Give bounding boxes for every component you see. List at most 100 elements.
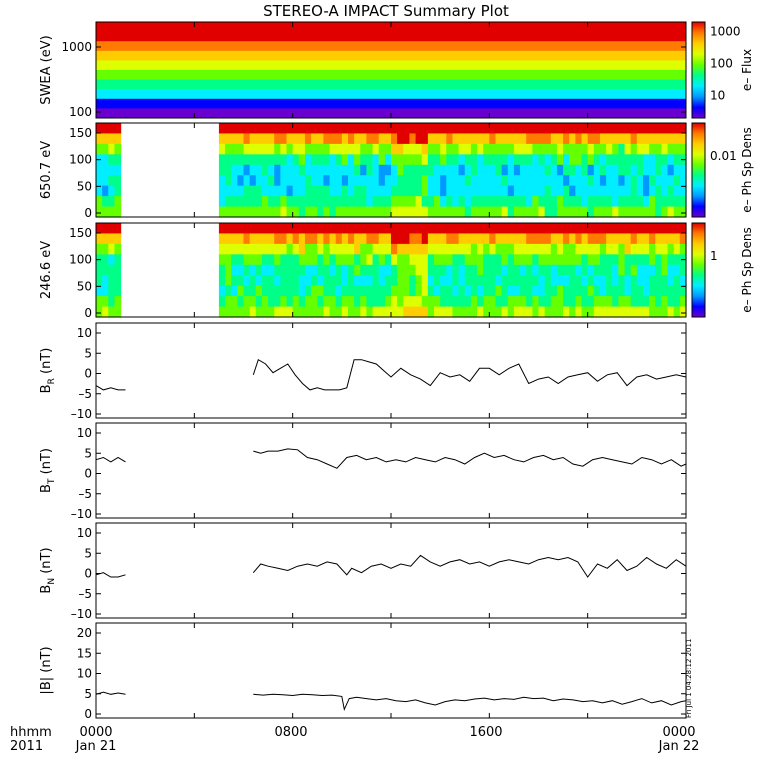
pad_650-heatmap-cell	[667, 196, 675, 208]
pad_246-heatmap-cell	[470, 306, 478, 318]
pad_246-heatmap-cell	[446, 264, 454, 276]
pad_650-heatmap-cell	[526, 175, 533, 187]
pad_246-heatmap-cell	[218, 233, 226, 245]
pad_246-heatmap-cell	[513, 275, 521, 287]
pad_650-heatmap-cell	[507, 133, 515, 145]
br-series-line	[95, 385, 126, 391]
pad_246-heatmap-cell	[311, 264, 318, 276]
pad_650-heatmap-cell	[624, 175, 632, 187]
pad_650-heatmap-cell	[317, 154, 324, 166]
pad_650-heatmap-cell	[96, 133, 103, 145]
pad_246-heatmap-cell	[261, 223, 269, 235]
pad_650-heatmap-cell	[532, 154, 540, 166]
pad_246-heatmap-cell	[593, 275, 601, 287]
pad_650-heatmap-cell	[268, 175, 275, 187]
pad_650-heatmap-cell	[458, 175, 466, 187]
pad_650-heatmap-cell	[489, 143, 497, 155]
pad_650-heatmap-cell	[341, 164, 349, 176]
pad_246-heatmap-cell	[237, 296, 245, 308]
pad_650-heatmap-cell	[470, 164, 478, 176]
pad_650-heatmap-cell	[630, 164, 638, 176]
pad_246-heatmap-cell	[366, 233, 374, 245]
pad_246-heatmap-cell	[575, 264, 583, 276]
pad_246-heatmap-cell	[673, 264, 681, 276]
pad_246-heatmap-cell	[636, 306, 644, 318]
pad_246-heatmap-cell	[612, 275, 619, 287]
pad_650-heatmap-cell	[446, 175, 454, 187]
pad_246-heatmap-cell	[384, 296, 392, 308]
pad_650-heatmap-cell	[391, 185, 398, 197]
pad_650-heatmap-cell	[649, 164, 656, 176]
pad_246-heatmap-cell	[341, 223, 349, 235]
pad_650-heatmap-cell	[520, 154, 527, 166]
pad_246-heatmap-cell	[292, 296, 300, 308]
pad_246-heatmap-cell	[384, 233, 392, 245]
pad_650-heatmap-cell	[335, 164, 343, 176]
pad_246-heatmap-cell	[434, 243, 441, 255]
pad_650-heatmap-cell	[102, 206, 109, 218]
pad_246-heatmap-cell	[599, 254, 607, 266]
pad_650-heatmap-cell	[341, 133, 349, 145]
pad_650-heatmap-cell	[636, 133, 644, 145]
pad_650-heatmap-cell	[477, 143, 484, 155]
pad_246-heatmap-cell	[274, 275, 281, 287]
pad_650-heatmap-cell	[397, 123, 404, 135]
pad_650-heatmap-cell	[612, 164, 619, 176]
pad_246-heatmap-cell	[311, 254, 318, 266]
pad_650-heatmap-cell	[286, 196, 294, 208]
pad_650-heatmap-cell	[218, 185, 226, 197]
pad_246-heatmap-cell	[384, 254, 392, 266]
pad_246-heatmap-cell	[655, 275, 663, 287]
pad_650-heatmap-cell	[114, 133, 122, 145]
pad_650-heatmap-cell	[378, 175, 386, 187]
pad_246-heatmap-cell	[538, 223, 546, 235]
pad_246-heatmap-cell	[415, 285, 423, 297]
pad_246-heatmap-cell	[274, 233, 281, 245]
pad_650-heatmap-cell	[556, 185, 564, 197]
pad_246-heatmap-cell	[268, 233, 275, 245]
pad_650-heatmap-cell	[636, 123, 644, 135]
pad_246-heatmap-cell	[606, 296, 613, 308]
pad_650-heatmap-cell	[243, 123, 251, 135]
pad_246-heatmap-cell	[569, 254, 576, 266]
pad_246-heatmap-cell	[513, 296, 521, 308]
pad_650-heatmap-cell	[347, 185, 355, 197]
pad_246-heatmap-cell	[378, 275, 386, 287]
pad_650-heatmap-cell	[483, 123, 490, 135]
bmag-y-tick-label: 5	[84, 687, 92, 701]
pad_650-heatmap-cell	[261, 154, 269, 166]
pad_650-heatmap-cell	[513, 154, 521, 166]
pad_650-heatmap-cell	[409, 185, 417, 197]
pad_246-heatmap-cell	[618, 275, 626, 287]
pad_246-heatmap-cell	[458, 264, 466, 276]
pad_650-heatmap-cell	[311, 185, 318, 197]
pad_246-heatmap-cell	[642, 264, 650, 276]
pad_650-heatmap-cell	[335, 206, 343, 218]
pad_650-heatmap-cell	[237, 133, 245, 145]
pad_650-heatmap-cell	[384, 175, 392, 187]
pad_246-heatmap-cell	[391, 306, 398, 318]
bn-y-tick-label: –5	[78, 587, 92, 601]
pad_246-heatmap-cell	[575, 254, 583, 266]
pad_246-heatmap-cell	[96, 223, 103, 235]
pad_246-heatmap-cell	[274, 285, 281, 297]
pad_650-heatmap-cell	[391, 206, 398, 218]
pad_650-heatmap-cell	[679, 123, 687, 135]
pad_246-heatmap-cell	[108, 243, 116, 255]
pad_246-heatmap-cell	[440, 306, 447, 318]
pad_650-heatmap-cell	[292, 164, 300, 176]
pad_246-heatmap-cell	[477, 285, 484, 297]
pad_246-heatmap-cell	[483, 223, 490, 235]
pad_246-heatmap-cell	[649, 296, 656, 308]
pad_246-colorbar-tick-label: 1	[710, 249, 718, 263]
pad_246-heatmap-cell	[427, 275, 435, 287]
pad_246-heatmap-cell	[544, 223, 552, 235]
pad_246-heatmap-cell	[261, 254, 269, 266]
pad_246-heatmap-cell	[563, 243, 570, 255]
pad_246-heatmap-cell	[520, 296, 527, 308]
pad_650-heatmap-cell	[434, 164, 441, 176]
pad_650-heatmap-cell	[655, 196, 663, 208]
swea-energy-band	[96, 60, 686, 71]
pad_650-heatmap-cell	[347, 164, 355, 176]
